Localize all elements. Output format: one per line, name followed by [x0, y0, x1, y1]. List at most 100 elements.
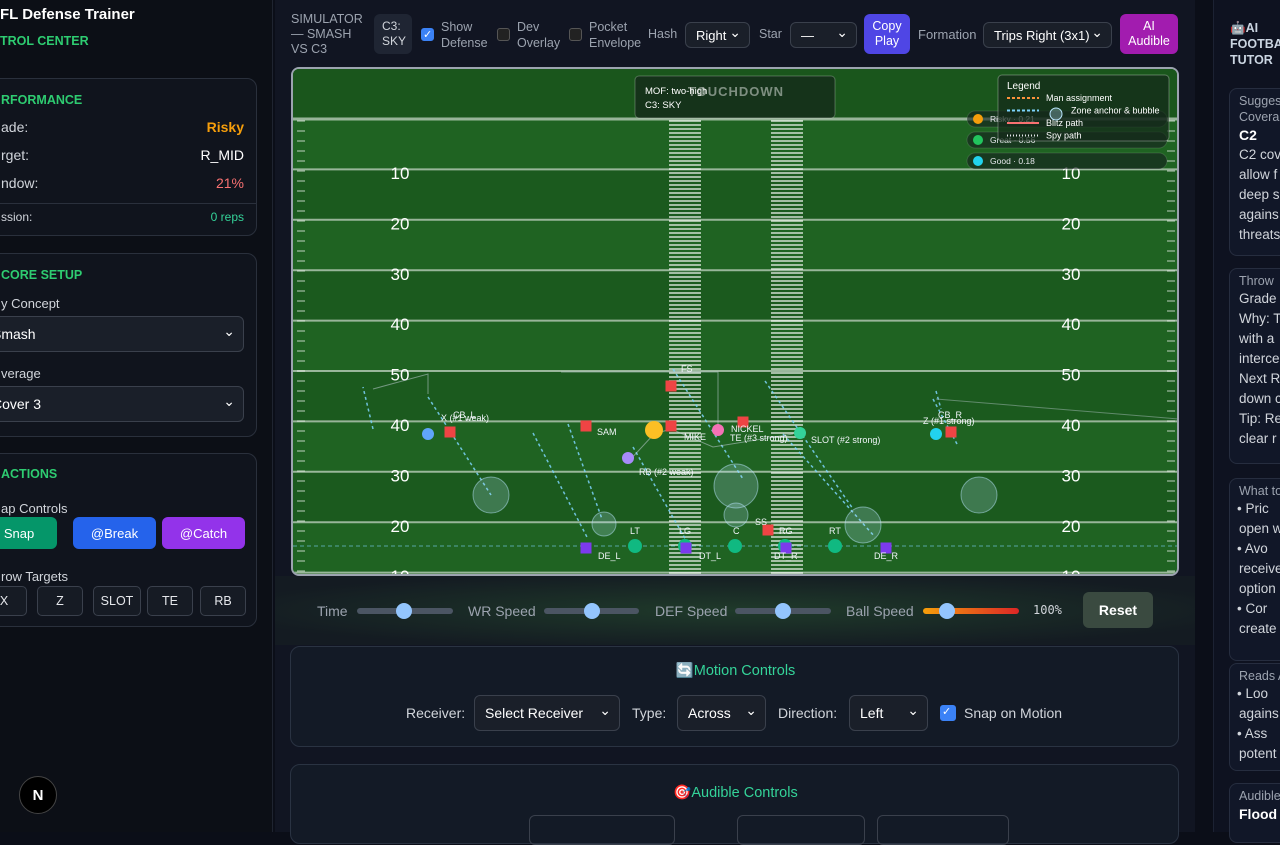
bullet-line: • Cor	[1237, 601, 1268, 616]
shell-chip: C3: SKY	[374, 14, 412, 54]
player-label: NICKEL	[731, 424, 764, 434]
player-marker[interactable]	[712, 424, 724, 436]
player-marker[interactable]	[762, 524, 774, 536]
yard-number: 40	[1062, 416, 1081, 435]
player-marker[interactable]	[930, 428, 942, 440]
route-line	[764, 380, 854, 510]
player-marker[interactable]	[945, 426, 957, 438]
snap-on-motion-checkbox[interactable]	[940, 705, 956, 721]
snap-button[interactable]: @Break	[73, 517, 156, 549]
star-select[interactable]: —	[790, 22, 857, 48]
slider-knob[interactable]	[939, 603, 955, 619]
type-select[interactable]: Across	[677, 695, 766, 731]
target-button[interactable]: X	[0, 586, 27, 616]
yard-number: 10	[391, 567, 410, 576]
player-marker[interactable]	[422, 428, 434, 440]
toggle-checkbox[interactable]	[421, 28, 434, 41]
player-marker[interactable]	[622, 452, 634, 464]
player-label: CB_R	[938, 410, 963, 420]
zone-bubble	[723, 502, 749, 528]
target-button[interactable]: RB	[200, 586, 246, 616]
coverage-info: MOF: two-high	[645, 86, 707, 97]
title-word: AI	[1245, 21, 1259, 35]
target-button[interactable]: Z	[37, 586, 83, 616]
yard-number: 40	[1062, 315, 1081, 334]
player-marker[interactable]	[828, 539, 842, 553]
slider-label: WR Speed	[468, 603, 536, 619]
turf-stripe	[293, 220, 1177, 271]
sidebar: FL Defense Trainer TROL CENTER RFORMANCE…	[0, 0, 273, 832]
formation-select[interactable]: Trips Right (3x1)	[983, 22, 1112, 48]
player-label: C	[733, 526, 740, 536]
slider-knob[interactable]	[775, 603, 791, 619]
reset-button[interactable]: Reset	[1083, 592, 1153, 628]
player-label: X (#1 weak)	[441, 413, 489, 423]
dev-badge[interactable]: N	[19, 776, 57, 814]
receiver-select[interactable]: Select Receiver	[474, 695, 620, 731]
legend-title: Legend	[1007, 81, 1040, 92]
yard-number: 30	[391, 265, 410, 284]
player-marker[interactable]	[680, 542, 692, 554]
turf-stripe	[293, 371, 1177, 422]
target-button[interactable]: TE	[147, 586, 193, 616]
route-line	[532, 432, 589, 540]
stat-value: R_MID	[200, 147, 244, 163]
toggle-checkbox[interactable]	[569, 28, 582, 41]
player-marker[interactable]	[737, 416, 749, 428]
field: 101020203030404050504040303020201010X (#…	[293, 69, 1177, 576]
player-marker[interactable]	[728, 539, 742, 553]
motion-card: 🔄Motion Controls Receiver: Select Receiv…	[290, 646, 1179, 747]
player-label: DT_R	[774, 551, 798, 561]
card-strong: Flood	[1239, 806, 1278, 822]
zone-bubble	[472, 476, 510, 514]
direction-select[interactable]: Left	[849, 695, 928, 731]
snap-button[interactable]: @Catch	[162, 517, 245, 549]
bullet-line: • Ass	[1237, 726, 1268, 741]
bullet-line: • Loo	[1237, 686, 1269, 701]
yard-number: 20	[391, 214, 410, 233]
field-label: row Targets	[1, 569, 68, 584]
audible-select[interactable]	[529, 815, 675, 845]
turf-stripe	[293, 169, 1177, 221]
bullet-line: • Pric	[1237, 501, 1269, 516]
player-marker[interactable]	[665, 380, 677, 392]
player-marker[interactable]	[628, 539, 642, 553]
player-marker[interactable]	[665, 420, 677, 432]
slider-knob[interactable]	[396, 603, 412, 619]
hash-select[interactable]: Right	[685, 22, 750, 48]
app-subtitle: TROL CENTER	[0, 34, 89, 48]
icon: 🤖	[1230, 21, 1246, 35]
slider-knob[interactable]	[584, 603, 600, 619]
copy-play-button[interactable]: Copy Play	[864, 14, 910, 54]
player-marker[interactable]	[780, 542, 792, 554]
tutor-card: What to • Pric open w • Avo receive option • C…	[1229, 478, 1280, 661]
card-line: C2 cov	[1239, 147, 1280, 162]
snap-button[interactable]: Snap	[0, 517, 57, 549]
stat-value: 21%	[215, 175, 244, 191]
bullet-line: open w	[1239, 521, 1280, 536]
player-marker[interactable]	[444, 426, 456, 438]
toggle-checkbox[interactable]	[497, 28, 510, 41]
player-label: RG	[779, 526, 793, 536]
concept-select[interactable]: Smash	[0, 316, 244, 352]
audible-select[interactable]	[737, 815, 865, 845]
field-label: y Concept	[1, 296, 60, 311]
coverage-select[interactable]: Cover 3	[0, 386, 244, 422]
zone-bubble	[591, 511, 617, 537]
player-marker[interactable]	[580, 542, 592, 554]
card-heading: Reads A	[1239, 669, 1280, 683]
slider-track[interactable]	[923, 608, 1019, 614]
player-marker[interactable]	[580, 420, 592, 432]
target-button[interactable]: SLOT	[93, 586, 141, 616]
player-marker[interactable]	[880, 542, 892, 554]
title-word: FOOTBA	[1230, 37, 1280, 51]
legend-label: Zone anchor & bubble	[1071, 106, 1160, 116]
player-marker[interactable]	[794, 427, 806, 439]
player-label: SAM	[597, 427, 617, 437]
receiver-label: Receiver:	[406, 705, 466, 721]
ai-audible-button[interactable]: AI Audible	[1120, 14, 1178, 54]
audible-select[interactable]	[877, 815, 1009, 845]
section-heading: RFORMANCE	[1, 93, 83, 107]
legend-label: Man assignment	[1046, 93, 1113, 103]
yard-number: 30	[1062, 265, 1081, 284]
